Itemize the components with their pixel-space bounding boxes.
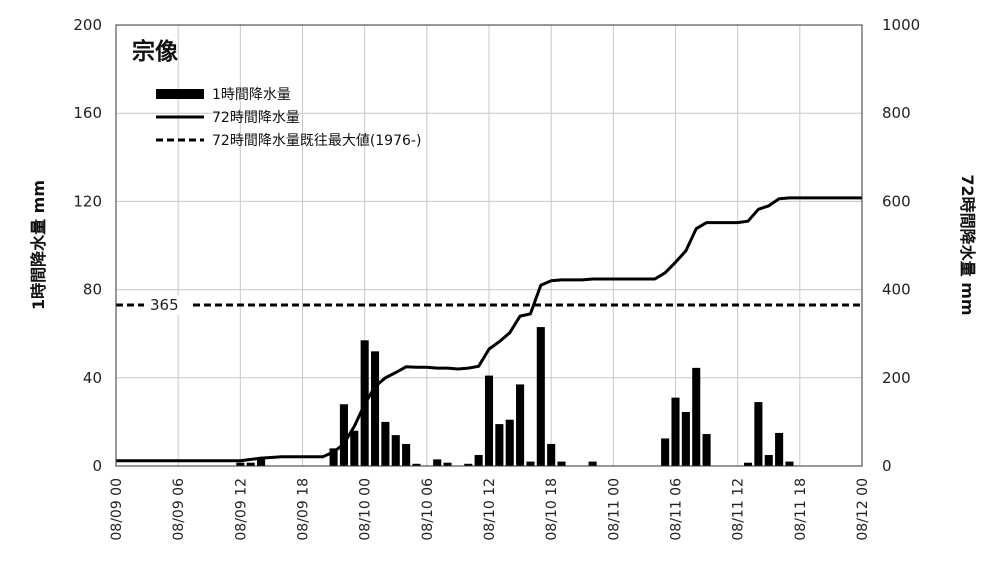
y-left-axis-title: 1時間降水量 mm — [29, 180, 48, 310]
hourly-rain-bar — [474, 454, 483, 466]
y-left-tick-labels: 0 40 80 120 160 200 — [73, 16, 102, 475]
x-tick-label: 08/11 06 — [669, 478, 685, 541]
hourly-rain-bar — [557, 461, 566, 466]
y-left-tick-label: 200 — [73, 16, 102, 34]
rain-72h-line — [116, 196, 862, 463]
y-right-tick-label: 600 — [882, 192, 911, 210]
y-right-tick-label: 1000 — [882, 16, 920, 34]
series-lines — [116, 196, 862, 463]
hourly-rain-bar — [391, 435, 400, 466]
hourly-rain-bars — [236, 327, 794, 466]
x-tick-label: 08/09 06 — [171, 478, 187, 541]
hourly-rain-bar — [764, 454, 773, 466]
y-left-tick-label: 120 — [73, 192, 102, 210]
legend-label-hourly: 1時間降水量 — [212, 87, 291, 103]
y-left-tick-label: 0 — [92, 457, 102, 475]
y-left-tick-label: 80 — [83, 281, 102, 299]
hourly-rain-bar — [775, 432, 784, 466]
chart-title: 宗像 — [132, 38, 179, 65]
hourly-rain-bar — [412, 463, 421, 466]
hourly-rain-bar — [329, 448, 338, 466]
hourly-rain-bar — [350, 430, 359, 466]
y-left-tick-label: 160 — [73, 104, 102, 122]
x-tick-label: 08/10 00 — [358, 478, 374, 541]
plot-frame — [115, 24, 863, 467]
hourly-rain-bar — [547, 443, 556, 466]
y-right-tick-label: 200 — [882, 369, 911, 387]
hourly-rain-bar — [785, 461, 794, 466]
x-tick-label: 08/11 12 — [731, 478, 747, 541]
y-right-tick-labels: 0 200 400 600 800 1000 — [882, 16, 920, 475]
legend-label-max: 72時間降水量既往最大値(1976-) — [212, 133, 421, 149]
x-tick-label: 08/09 18 — [296, 478, 312, 541]
hourly-rain-bar — [433, 459, 442, 466]
hourly-rain-bar — [661, 438, 670, 466]
x-tick-label: 08/10 06 — [420, 478, 436, 541]
y-right-tick-label: 800 — [882, 104, 911, 122]
hourly-rain-bar — [516, 384, 525, 466]
hourly-rain-bar — [236, 462, 245, 466]
y-right-axis-title: 72時間降水量 mm — [958, 174, 977, 315]
hourly-rain-bar — [246, 462, 255, 466]
x-tick-label: 08/10 18 — [544, 478, 560, 541]
hourly-rain-bar — [743, 462, 753, 466]
x-tick-label: 08/12 00 — [855, 478, 871, 541]
legend-swatch-hourly — [156, 89, 204, 99]
hourly-rain-bar — [702, 434, 711, 466]
hourly-rain-bar — [402, 443, 411, 466]
hourly-rain-bar — [339, 404, 348, 466]
hourly-rain-bar — [588, 461, 597, 466]
hourly-rain-bar — [754, 402, 763, 466]
hourly-rain-bar — [671, 397, 680, 466]
x-tick-label: 08/09 12 — [233, 478, 249, 541]
hourly-rain-bar — [495, 424, 504, 466]
hourly-rain-bar — [381, 421, 390, 466]
hourly-rain-bar — [536, 327, 545, 466]
y-left-tick-label: 40 — [83, 369, 102, 387]
y-right-tick-label: 0 — [882, 457, 892, 475]
annotation-bg — [144, 295, 190, 316]
x-tick-label: 08/11 00 — [606, 478, 622, 541]
hourly-rain-bar — [484, 375, 494, 466]
legend: 1時間降水量 72時間降水量 72時間降水量既往最大値(1976-) — [156, 87, 421, 149]
x-tick-label: 08/11 18 — [793, 478, 809, 541]
x-tick-label: 08/09 00 — [109, 478, 125, 541]
hourly-rain-bar — [681, 411, 690, 466]
hourly-rain-bar — [692, 367, 701, 466]
record-max-annotation: 365 — [150, 296, 179, 314]
legend-label-72h: 72時間降水量 — [212, 110, 300, 126]
x-tick-labels: 08/09 00 08/09 06 08/09 12 08/09 18 08/10 00… — [109, 478, 871, 541]
hourly-rain-bar — [464, 463, 473, 466]
hourly-rain-bar — [370, 351, 380, 466]
y-right-tick-label: 400 — [882, 281, 911, 299]
hourly-rain-bar — [505, 419, 514, 466]
hourly-rain-bar — [443, 462, 452, 466]
x-tick-label: 08/10 12 — [482, 478, 498, 541]
hourly-rain-bar — [526, 461, 535, 466]
hourly-rain-bar — [257, 459, 266, 466]
